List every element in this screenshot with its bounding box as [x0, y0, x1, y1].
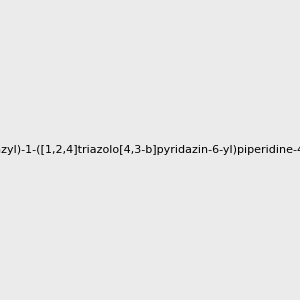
Text: N-(2-chlorobenzyl)-1-([1,2,4]triazolo[4,3-b]pyridazin-6-yl)piperidine-4-carboxam: N-(2-chlorobenzyl)-1-([1,2,4]triazolo[4,… — [0, 145, 300, 155]
